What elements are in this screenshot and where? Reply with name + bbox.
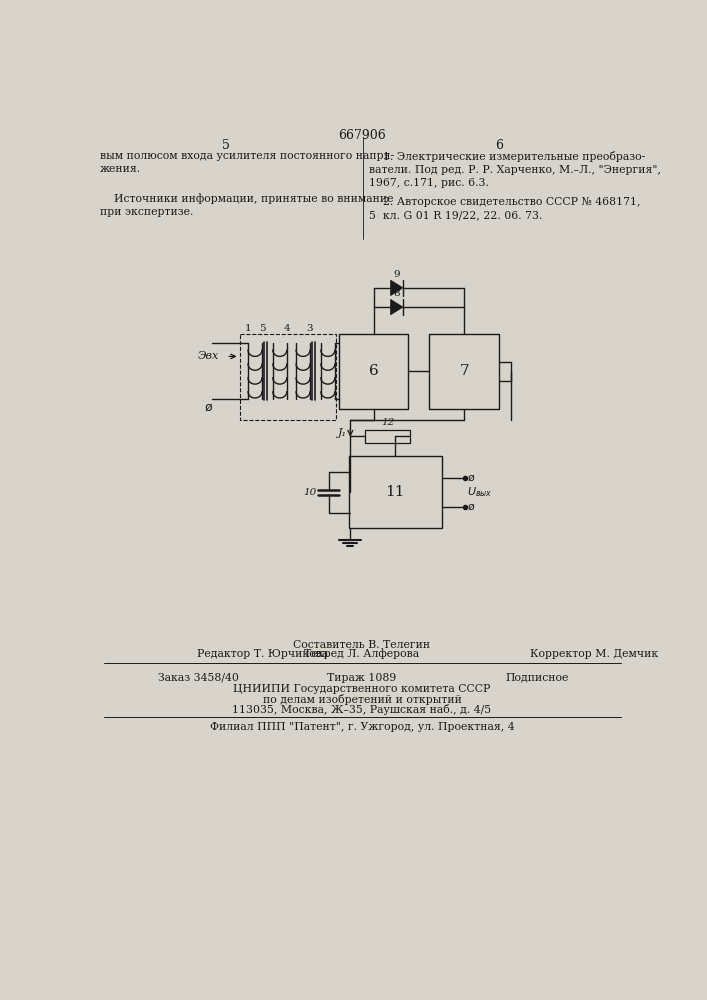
Text: 7: 7 [460,364,469,378]
Bar [365,430,410,443]
Text: 8: 8 [394,289,400,298]
Text: Техред Л. Алферова: Техред Л. Алферова [305,648,419,659]
Text: ø: ø [205,401,212,414]
Text: 5: 5 [259,324,265,333]
Text: 1: 1 [245,324,251,333]
Text: ø: ø [467,473,474,483]
Text: 2. Авторское свидетельство СССР № 468171,
5  кл. G 01 R 19/22, 22. 06. 73.: 2. Авторское свидетельство СССР № 468171… [369,197,641,220]
Text: Заказ 3458/40: Заказ 3458/40 [158,673,239,683]
Text: 6: 6 [495,139,503,152]
Text: 1. Электрические измерительные преобразо-
ватели. Под ред. Р. Р. Харченко, М.–Л.: 1. Электрические измерительные преобразо… [369,151,661,188]
Text: ЦНИИПИ Государственного комитета СССР: ЦНИИПИ Государственного комитета СССР [233,684,491,694]
Text: 5: 5 [221,139,230,152]
Text: 12: 12 [381,418,394,427]
Bar [429,334,499,409]
Text: 3: 3 [307,324,313,333]
Text: 10: 10 [303,488,316,497]
Text: Составитель В. Телегин: Составитель В. Телегин [293,640,431,650]
Text: Подписное: Подписное [506,673,569,683]
Polygon shape [391,299,403,315]
Text: J₁: J₁ [338,428,347,438]
Text: 113035, Москва, Ж–35, Раушская наб., д. 4/5: 113035, Москва, Ж–35, Раушская наб., д. … [233,704,491,715]
Text: 4: 4 [284,324,290,333]
Text: 667906: 667906 [338,129,386,142]
Polygon shape [391,280,403,296]
Text: 11: 11 [385,485,405,499]
Bar [339,334,409,409]
Text: Филиал ППП "Патент", г. Ужгород, ул. Проектная, 4: Филиал ППП "Патент", г. Ужгород, ул. Про… [210,722,514,732]
Text: Редактор Т. Юрчикова: Редактор Т. Юрчикова [197,649,328,659]
Text: Источники информации, принятые во внимание
при экспертизе.: Источники информации, принятые во вниман… [100,193,394,217]
Bar [349,456,442,528]
Text: вым полюсом входа усилителя постоянного напря-
жения.: вым полюсом входа усилителя постоянного … [100,151,394,174]
Bar [240,334,337,420]
Text: Тираж 1089: Тираж 1089 [327,673,397,683]
Text: 6: 6 [368,364,378,378]
Text: 9: 9 [394,270,400,279]
Text: ø: ø [467,502,474,512]
Text: по делам изобретений и открытий: по делам изобретений и открытий [262,694,462,705]
Text: $U_{вых}$: $U_{вых}$ [467,485,493,499]
Text: Корректор М. Демчик: Корректор М. Демчик [530,649,658,659]
Text: Эвх: Эвх [197,351,218,361]
